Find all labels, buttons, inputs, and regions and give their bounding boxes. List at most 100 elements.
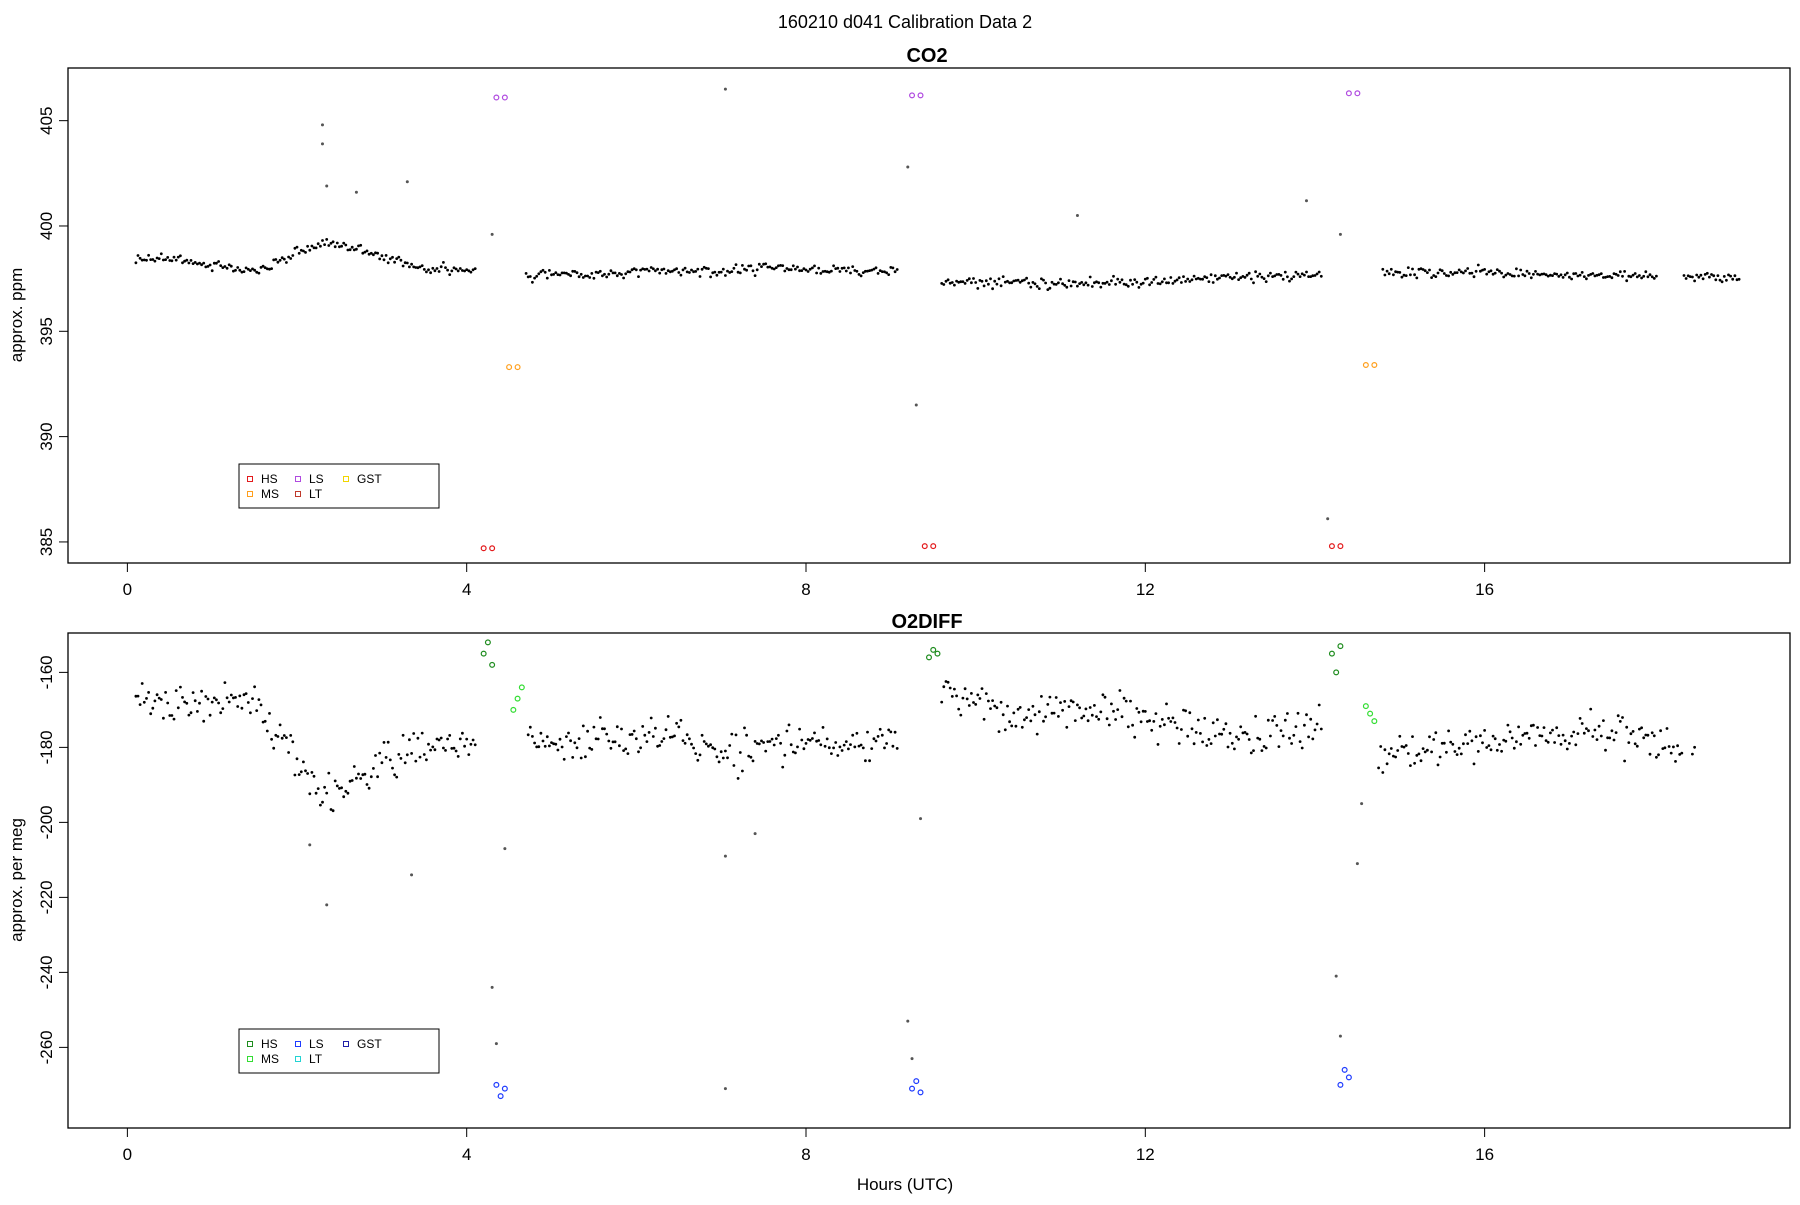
co2-sample-point: [1396, 270, 1400, 274]
co2-sample-point: [647, 269, 651, 273]
co2-sample-point: [1561, 276, 1565, 279]
o2diff-sample-point: [1243, 731, 1247, 734]
co2-sample-point: [1110, 279, 1113, 283]
o2diff-sample-point: [1160, 718, 1164, 721]
co2-outlier-point: [1326, 517, 1330, 521]
co2-sample-point: [1040, 277, 1043, 281]
o2diff-sample-point: [1381, 771, 1385, 774]
o2diff-sample-point: [872, 737, 876, 741]
o2diff-sample-point: [1680, 751, 1684, 755]
co2-sample-point: [774, 266, 778, 269]
o2diff-legend-symbol-gst: [343, 1041, 349, 1047]
co2-sample-point: [1409, 273, 1412, 277]
o2diff-sample-point: [287, 751, 290, 754]
co2-sample-point: [204, 265, 208, 269]
o2diff-sample-point: [1190, 727, 1194, 731]
o2diff-cal-point-ms: [1371, 718, 1378, 725]
co2-sample-point: [187, 261, 191, 265]
co2-sample-point: [238, 268, 242, 272]
o2diff-sample-point: [598, 716, 602, 719]
o2diff-sample-point: [830, 752, 833, 755]
co2-sample-point: [473, 267, 477, 270]
co2-sample-point: [1597, 273, 1601, 277]
co2-sample-point: [734, 263, 738, 266]
co2-sample-point: [1239, 276, 1243, 280]
co2-sample-point: [1059, 277, 1062, 281]
co2-sample-point: [372, 253, 375, 257]
o2diff-sample-point: [1470, 739, 1474, 743]
o2diff-sample-point: [1266, 718, 1270, 722]
o2diff-sample-point: [352, 765, 356, 768]
o2diff-sample-point: [1385, 762, 1389, 766]
co2-legend-label-ls: LS: [309, 472, 324, 486]
o2diff-sample-point: [821, 726, 825, 729]
co2-sample-point: [210, 269, 214, 273]
co2-sample-point: [259, 266, 263, 269]
o2diff-sample-point: [1485, 746, 1489, 749]
o2diff-sample-point: [895, 747, 899, 750]
co2-sample-point: [149, 258, 153, 261]
o2diff-sample-point: [717, 760, 721, 764]
o2diff-sample-point: [1525, 731, 1529, 735]
co2-sample-point: [696, 267, 700, 271]
co2-sample-point: [1510, 274, 1514, 278]
o2diff-legend-symbol-hs: [247, 1041, 253, 1047]
o2diff-sample-point: [1436, 763, 1440, 767]
co2-sample-point: [1517, 274, 1520, 278]
co2-cal-point-ms: [1371, 362, 1378, 369]
o2diff-sample-point: [1599, 734, 1603, 738]
o2diff-sample-point: [626, 752, 630, 755]
co2-sample-point: [1701, 277, 1705, 281]
co2-sample-point: [1171, 282, 1175, 285]
co2-sample-point: [1148, 283, 1151, 287]
o2diff-sample-point: [1676, 744, 1679, 748]
o2diff-sample-point: [1476, 750, 1480, 753]
o2diff-sample-point: [1665, 727, 1669, 730]
co2-sample-point: [1281, 277, 1285, 281]
o2diff-sample-point: [244, 692, 248, 695]
co2-sample-point: [246, 267, 250, 271]
o2diff-sample-point: [1606, 736, 1609, 740]
o2diff-sample-point: [764, 749, 768, 753]
o2diff-legend-label-ms: MS: [261, 1052, 279, 1066]
o2diff-legend-symbol-ms: [247, 1056, 253, 1062]
o2diff-sample-point: [1455, 753, 1459, 756]
o2diff-sample-point: [1226, 745, 1230, 749]
co2-sample-point: [632, 267, 636, 271]
co2-sample-point: [558, 273, 562, 277]
o2diff-sample-point: [232, 696, 235, 700]
co2-sample-point: [980, 279, 984, 283]
co2-sample-point: [976, 287, 980, 290]
o2diff-sample-point: [179, 685, 182, 689]
o2diff-sample-point: [134, 694, 138, 698]
o2diff-sample-point: [1553, 741, 1556, 744]
o2diff-sample-point: [212, 696, 216, 700]
co2-sample-point: [825, 270, 829, 274]
o2diff-sample-point: [312, 774, 316, 778]
o2diff-sample-point: [1298, 740, 1302, 743]
o2diff-sample-point: [1428, 735, 1431, 739]
co2-sample-point: [164, 258, 168, 261]
o2diff-sample-point: [1249, 751, 1253, 755]
o2diff-sample-point: [238, 694, 242, 698]
o2diff-sample-point: [200, 689, 204, 693]
o2diff-sample-point: [666, 715, 670, 718]
o2diff-cal-point-ms: [1362, 703, 1369, 710]
o2diff-sample-point: [594, 737, 598, 741]
o2diff-sample-point: [1173, 721, 1177, 724]
o2diff-sample-point: [887, 728, 891, 732]
o2diff-sample-point: [1534, 744, 1537, 747]
o2diff-sample-point: [815, 739, 818, 743]
co2-sample-point: [1143, 277, 1147, 281]
o2diff-sample-point: [1523, 732, 1527, 735]
co2-outlier-point: [723, 87, 727, 91]
o2diff-x-tick-label: 0: [123, 1145, 132, 1164]
co2-sample-point: [662, 267, 666, 271]
co2-sample-point: [458, 267, 462, 270]
o2diff-sample-point: [1311, 737, 1315, 741]
co2-sample-point: [1625, 279, 1629, 283]
co2-sample-point: [312, 246, 316, 250]
o2diff-sample-point: [217, 701, 221, 705]
o2diff-outlier-point: [1338, 1034, 1342, 1038]
co2-sample-point: [469, 270, 473, 274]
